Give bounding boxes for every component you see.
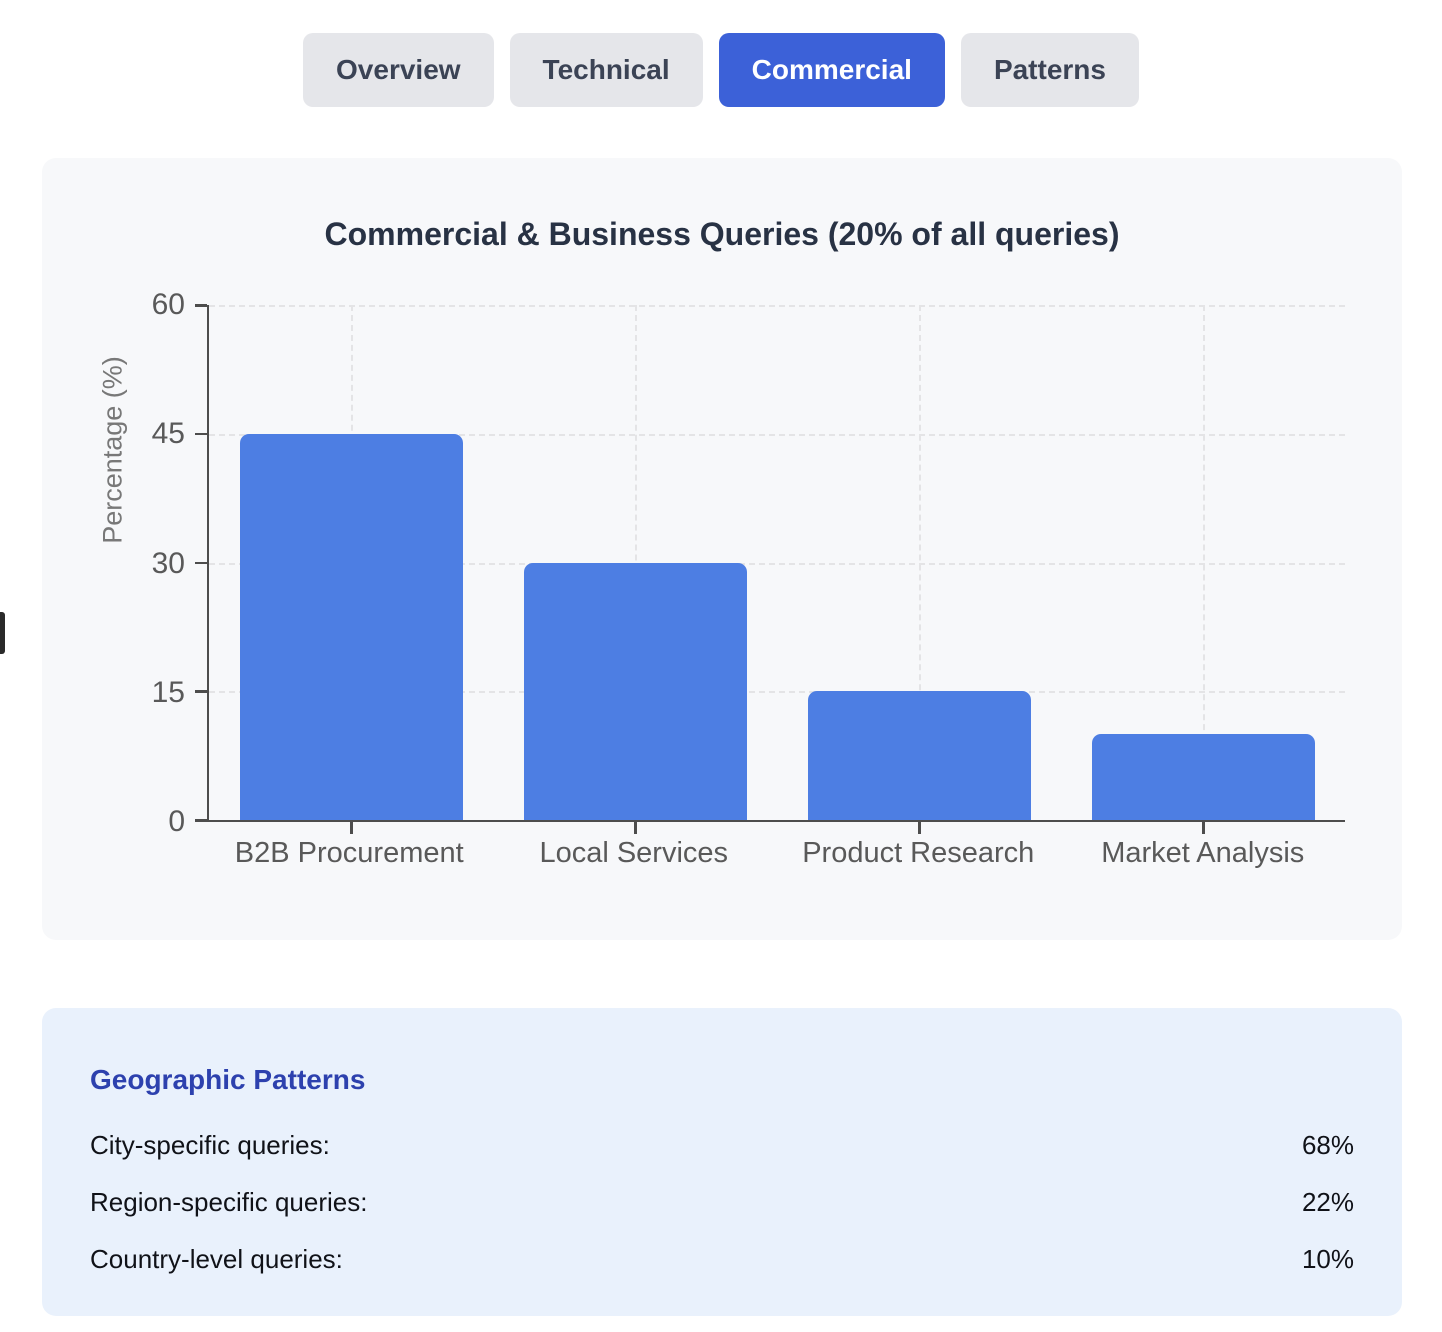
gridline-v-product-research [919,305,921,820]
x-label-product-research: Product Research [802,837,1035,869]
chart-card: Commercial & Business Queries (20% of al… [42,158,1402,940]
gridline-h-15 [209,691,1345,694]
tab-overview[interactable]: Overview [303,33,494,107]
bar-b2b-procurement[interactable] [239,433,463,820]
y-tickmark-15 [195,690,207,693]
gridline-v-market-analysis [1203,305,1205,820]
bar-local-services[interactable] [523,562,747,820]
gridline-h-45 [209,433,1345,436]
tab-patterns[interactable]: Patterns [960,33,1139,107]
x-axis-labels: B2B Procurement Local Services Product Res… [207,837,1345,870]
y-tick-label-45: 45 [151,417,185,451]
left-edge-artifact [0,612,5,654]
geo-row-label: City-specific queries: [90,1130,330,1160]
y-tick-label-30: 30 [151,546,185,580]
gridline-h-60 [209,305,1345,307]
geo-row-label: Country-level queries: [90,1244,343,1274]
bar-market-analysis[interactable] [1091,734,1315,820]
x-tickmark-b2b-procurement [350,822,353,834]
y-tick-label-15: 15 [151,675,185,709]
bar-slot-b2b-procurement [209,305,493,820]
tab-technical[interactable]: Technical [509,33,703,107]
y-tick-label-0: 0 [168,805,185,838]
geographic-patterns-heading: Geographic Patterns [90,1064,366,1095]
y-tick-label-60: 60 [151,288,185,321]
geo-row-city: City-specific queries: 68% [90,1130,1354,1161]
y-tickmark-45 [195,432,207,436]
x-label-market-analysis: Market Analysis [1101,837,1305,869]
y-tickmark-0 [195,819,207,822]
bar-product-research[interactable] [807,691,1031,820]
y-tickmark-30 [195,561,207,564]
geo-row-country: Country-level queries: 10% [90,1244,1354,1275]
geo-row-value: 22% [1301,1187,1354,1217]
tab-bar: Overview Technical Commercial Patterns [0,0,1442,107]
y-tickmark-60 [195,304,207,307]
bars-container [209,305,1345,820]
x-label-b2b-procurement: B2B Procurement [234,837,464,869]
x-tickmark-market-analysis [1202,822,1205,834]
gridline-h-30 [209,562,1345,565]
geo-row-label: Region-specific queries: [90,1187,368,1217]
geo-row-region: Region-specific queries: 22% [90,1187,1354,1218]
x-tickmark-local-services [634,822,637,834]
geo-row-value: 10% [1301,1244,1354,1274]
y-axis-title: Percentage (%) [97,356,128,544]
bar-slot-local-services [493,305,777,820]
bar-slot-market-analysis [1061,305,1345,820]
bar-slot-product-research [777,305,1061,820]
chart-title: Commercial & Business Queries (20% of al… [324,216,1120,252]
geo-row-value: 68% [1301,1130,1354,1160]
geographic-patterns-card: Geographic Patterns City-specific querie… [42,1008,1402,1316]
x-label-local-services: Local Services [539,837,729,869]
tab-commercial[interactable]: Commercial [718,33,945,107]
x-tickmark-product-research [918,822,921,834]
plot-area [195,304,1345,834]
plot-wrap: 0 15 30 45 60 B2B Procurement Local Services P… [152,288,1345,869]
